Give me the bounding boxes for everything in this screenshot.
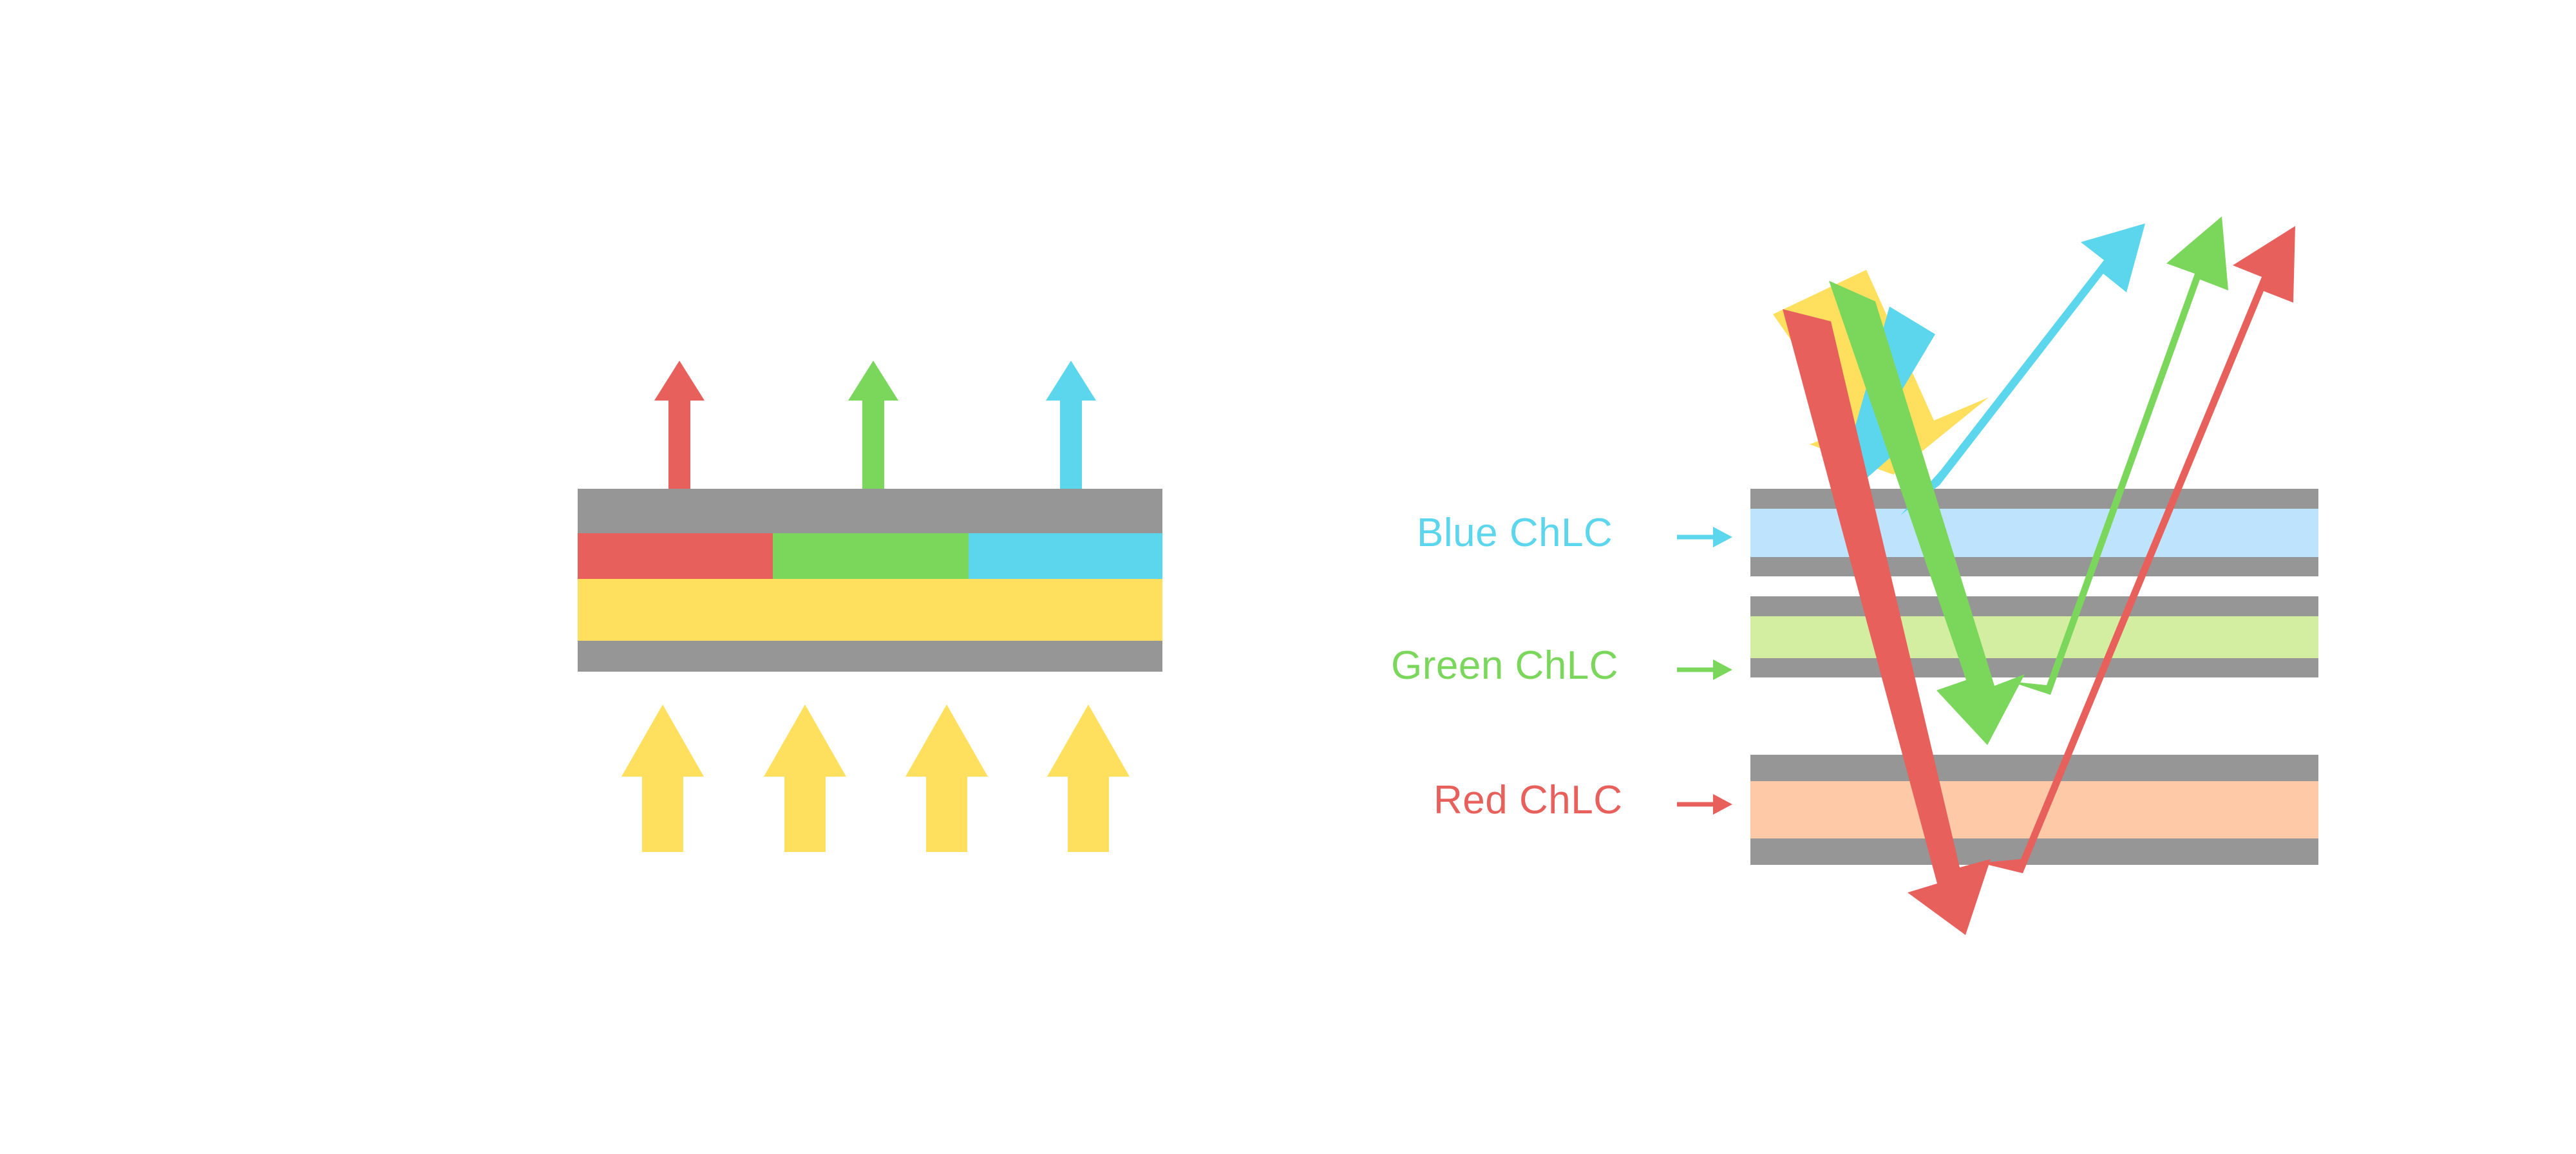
yellow-backlight-arrow-2 xyxy=(764,705,846,852)
green-up-ray xyxy=(2009,216,2228,695)
cyan-filter-segment xyxy=(969,533,1162,579)
red-chlc-cell-pointer-head xyxy=(1713,794,1732,815)
yellow-backlight-arrow-1 xyxy=(621,705,704,852)
yellow-backlight-layer xyxy=(578,579,1162,641)
green-chlc-cell-top-electrode xyxy=(1750,596,2318,616)
cyan-up-ray xyxy=(1900,223,2145,515)
blue-chlc-cell-pointer-head xyxy=(1713,527,1732,547)
yellow-backlight-arrow-3 xyxy=(905,705,988,852)
blue-chlc-cell-label: Blue ChLC xyxy=(1417,511,1613,555)
green-down-ray xyxy=(1829,281,2025,745)
blue-chlc-cell-bottom-electrode xyxy=(1750,557,2318,576)
red-down-ray xyxy=(1783,309,1991,935)
cyan-emission-arrow xyxy=(1046,361,1096,510)
red-chlc-cell-top-electrode xyxy=(1750,755,2318,781)
yellow-backlight-arrow-4 xyxy=(1047,705,1130,852)
emissive-stack-diagram xyxy=(578,361,1162,852)
bottom-gray-electrode xyxy=(578,641,1162,672)
blue-chlc-cell-layer xyxy=(1750,509,2318,557)
chlc-reflective-stack-diagram xyxy=(1677,216,2318,935)
green-emission-arrow xyxy=(848,361,898,510)
green-filter-segment xyxy=(773,533,969,579)
red-filter-segment xyxy=(578,533,773,579)
green-chlc-cell-label: Green ChLC xyxy=(1391,643,1619,688)
top-gray-electrode xyxy=(578,489,1162,533)
green-chlc-cell-pointer-head xyxy=(1713,659,1732,680)
green-chlc-cell-layer xyxy=(1750,616,2318,658)
green-chlc-cell-bottom-electrode xyxy=(1750,658,2318,677)
red-chlc-cell-label: Red ChLC xyxy=(1434,778,1623,822)
red-emission-arrow xyxy=(654,361,705,510)
red-up-ray xyxy=(1980,226,2295,873)
